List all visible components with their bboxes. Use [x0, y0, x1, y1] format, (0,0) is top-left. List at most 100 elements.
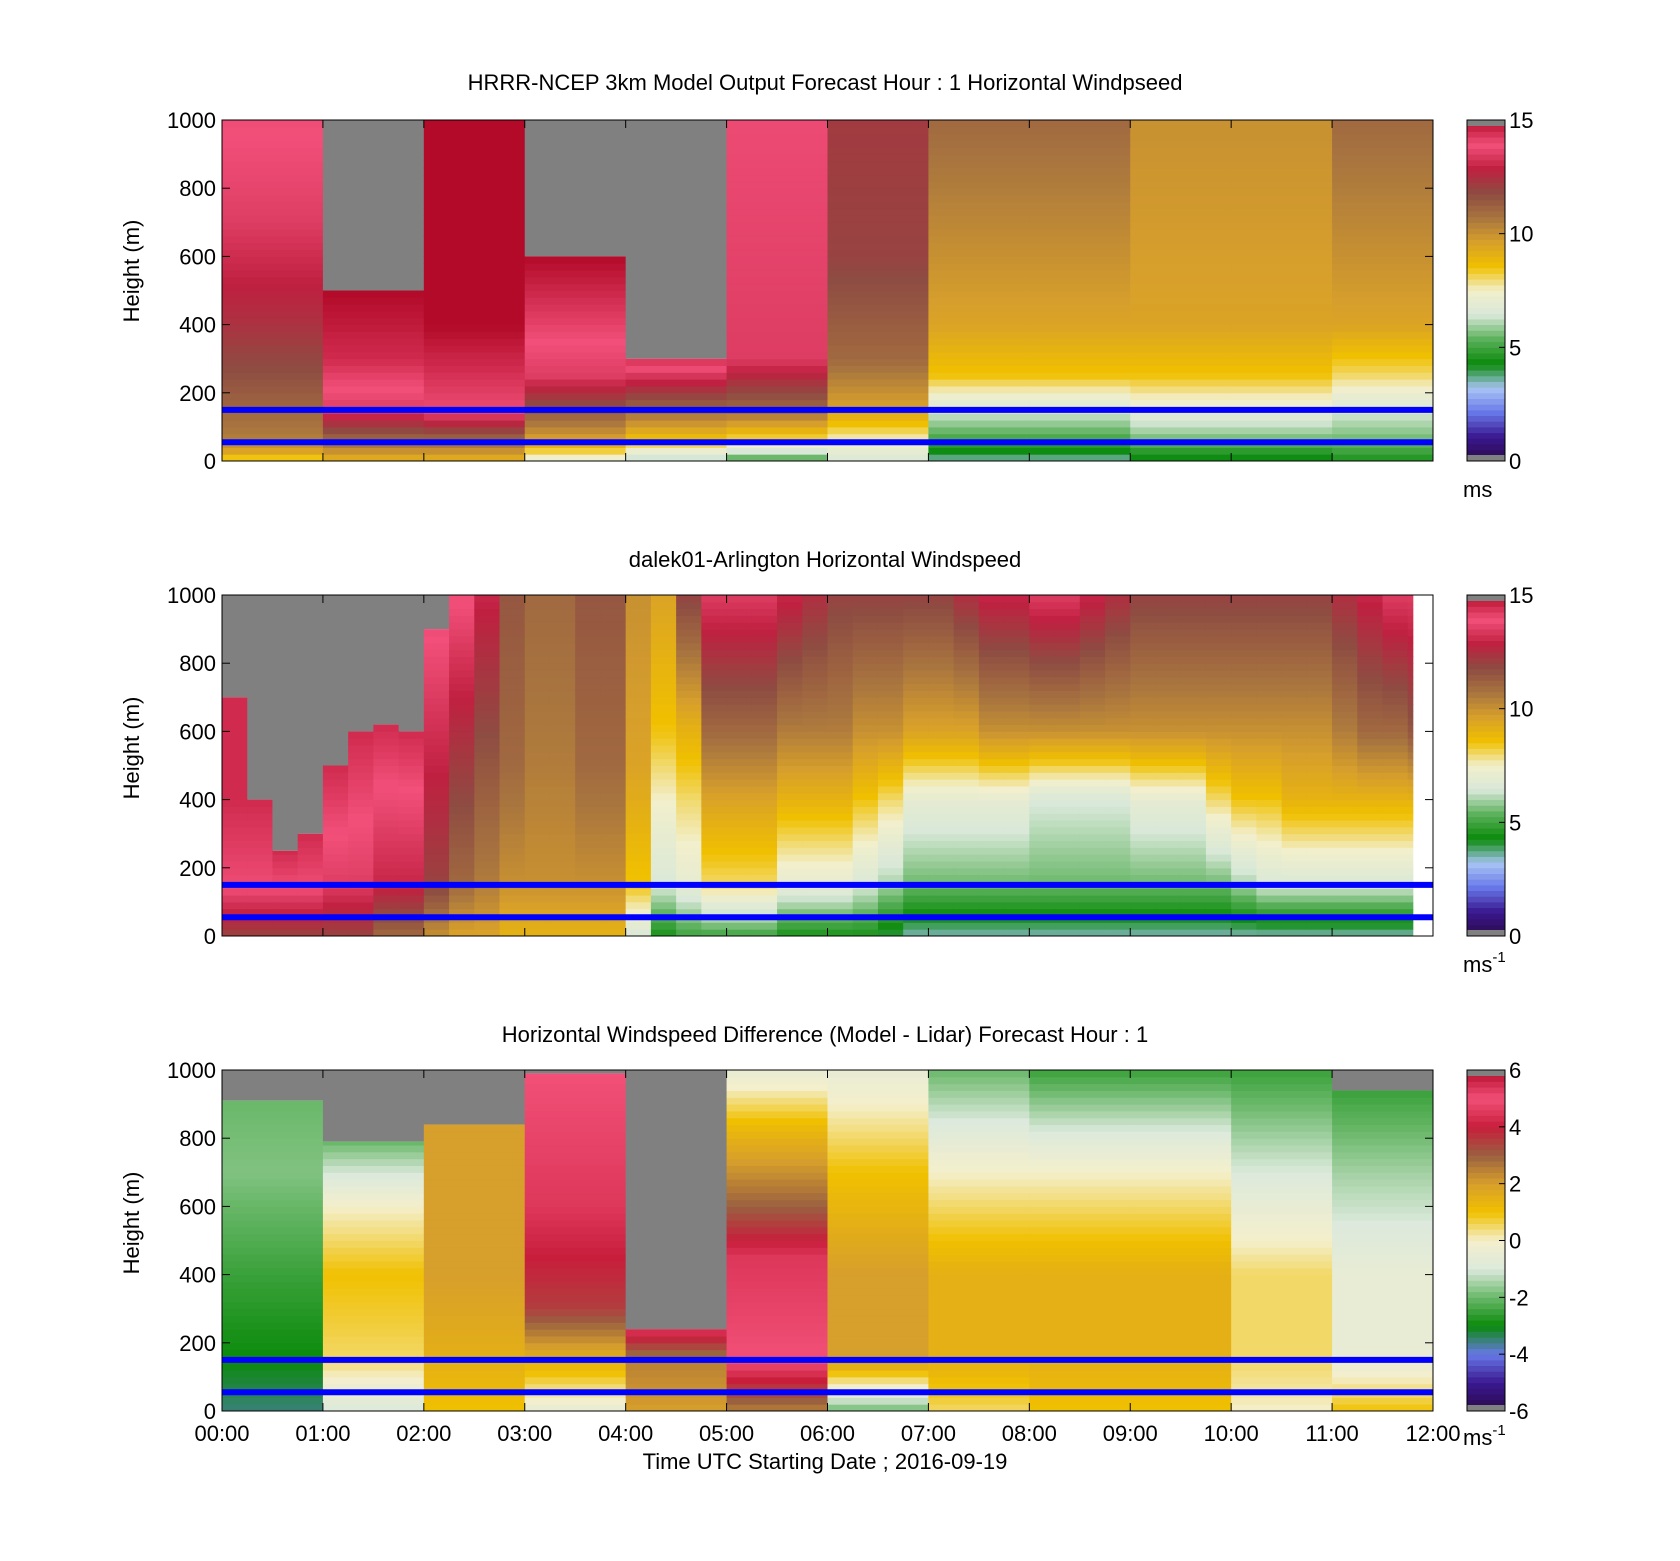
heatmap-cell — [827, 1376, 929, 1385]
heatmap-cell — [751, 785, 778, 794]
heatmap-cell — [1105, 717, 1131, 726]
heatmap-cell — [751, 765, 778, 773]
heatmap-cell — [978, 895, 1005, 903]
heatmap-cell — [524, 1383, 627, 1392]
heatmap-cell — [978, 656, 1005, 664]
heatmap-cell — [1130, 649, 1156, 657]
heatmap-cell — [1029, 222, 1131, 230]
heatmap-cell — [524, 758, 551, 766]
heatmap-cell — [474, 670, 501, 678]
heatmap-cell — [1231, 1110, 1333, 1119]
colorbar-segment — [1467, 833, 1505, 840]
colorbar-segment — [1467, 651, 1505, 659]
heatmap-cell — [524, 1308, 627, 1317]
heatmap-cell — [398, 745, 425, 753]
heatmap-cell — [726, 615, 753, 623]
heatmap-cell — [726, 1267, 828, 1276]
heatmap-cell — [449, 745, 475, 753]
heatmap-cell — [423, 1172, 526, 1180]
x-tick-label: 08:00 — [1002, 1421, 1057, 1446]
heatmap-cell — [928, 758, 955, 766]
heatmap-cell — [322, 358, 425, 367]
heatmap-cell — [1130, 895, 1156, 903]
heatmap-cell — [650, 820, 677, 828]
heatmap-cell — [1281, 833, 1308, 842]
heatmap-cell — [1357, 874, 1384, 882]
heatmap-cell — [549, 806, 576, 814]
heatmap-cell — [777, 901, 803, 910]
heatmap-cell — [449, 888, 475, 896]
heatmap-cell — [549, 676, 576, 685]
heatmap-cell — [449, 710, 475, 719]
heatmap-cell — [877, 615, 904, 623]
heatmap-cell — [1332, 901, 1358, 910]
colorbar-segment — [1467, 421, 1505, 428]
heatmap-cell — [978, 635, 1005, 644]
heatmap-cell — [1205, 806, 1232, 814]
heatmap-cell — [499, 785, 526, 794]
heatmap-cell — [423, 283, 526, 291]
heatmap-cell — [827, 724, 854, 732]
heatmap-cell — [1054, 867, 1081, 876]
heatmap-cell — [903, 608, 929, 616]
heatmap-cell — [1130, 683, 1156, 691]
heatmap-cell — [827, 365, 929, 373]
heatmap-cell — [373, 874, 400, 882]
heatmap-cell — [423, 929, 450, 937]
heatmap-cell — [373, 813, 400, 821]
heatmap-cell — [474, 663, 501, 671]
heatmap-cell — [978, 840, 1005, 848]
heatmap-cell — [1332, 1226, 1434, 1235]
heatmap-cell — [1256, 697, 1283, 705]
heatmap-cell — [1332, 447, 1434, 455]
heatmap-cell — [524, 833, 551, 842]
heatmap-cell — [1231, 297, 1333, 305]
heatmap-cell — [1004, 779, 1030, 787]
heatmap-cell — [827, 1342, 929, 1351]
heatmap-cell — [1332, 208, 1434, 216]
heatmap-cell — [373, 724, 400, 732]
heatmap-cell — [852, 635, 879, 644]
heatmap-cell — [322, 765, 349, 773]
colorbar-segment — [1467, 720, 1505, 727]
heatmap-cell — [423, 1240, 526, 1248]
heatmap-cell — [726, 304, 828, 312]
heatmap-cell — [575, 929, 601, 937]
heatmap-cell — [726, 447, 828, 455]
heatmap-cell — [222, 1295, 324, 1303]
heatmap-cell — [701, 656, 728, 664]
heatmap-cell — [877, 595, 904, 603]
panel-title: dalek01-Arlington Horizontal Windspeed — [629, 547, 1022, 572]
heatmap-cell — [827, 154, 929, 162]
heatmap-cell — [1306, 745, 1333, 753]
heatmap-cell — [1029, 413, 1131, 421]
heatmap-cell — [1004, 840, 1030, 848]
heatmap-cell — [953, 724, 980, 732]
heatmap-cell — [802, 779, 828, 787]
heatmap-cell — [928, 331, 1030, 339]
heatmap-cell — [222, 710, 248, 719]
heatmap-cell — [449, 629, 475, 637]
heatmap-cell — [1332, 454, 1434, 462]
heatmap-cell — [1357, 867, 1384, 876]
heatmap-cell — [1205, 799, 1232, 807]
heatmap-cell — [1407, 806, 1414, 814]
heatmap-cell — [827, 385, 929, 394]
heatmap-cell — [1281, 765, 1308, 773]
heatmap-cell — [1079, 745, 1106, 753]
heatmap-cell — [1130, 1295, 1232, 1303]
heatmap-cell — [1407, 901, 1414, 910]
heatmap-cell — [1130, 724, 1156, 732]
heatmap-cell — [222, 1206, 324, 1214]
heatmap-cell — [1155, 642, 1182, 651]
heatmap-cell — [1256, 710, 1283, 719]
heatmap-cell — [1332, 1233, 1434, 1241]
heatmap-cell — [726, 351, 828, 360]
colorbar-segment — [1467, 799, 1505, 806]
heatmap-cell — [676, 724, 702, 732]
heatmap-cell — [1155, 745, 1182, 753]
heatmap-cell — [1029, 208, 1131, 216]
heatmap-cell — [1332, 1192, 1434, 1201]
heatmap-cell — [222, 1233, 324, 1241]
